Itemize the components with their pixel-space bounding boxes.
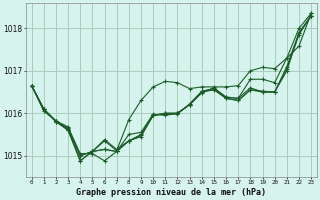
- X-axis label: Graphe pression niveau de la mer (hPa): Graphe pression niveau de la mer (hPa): [76, 188, 266, 197]
